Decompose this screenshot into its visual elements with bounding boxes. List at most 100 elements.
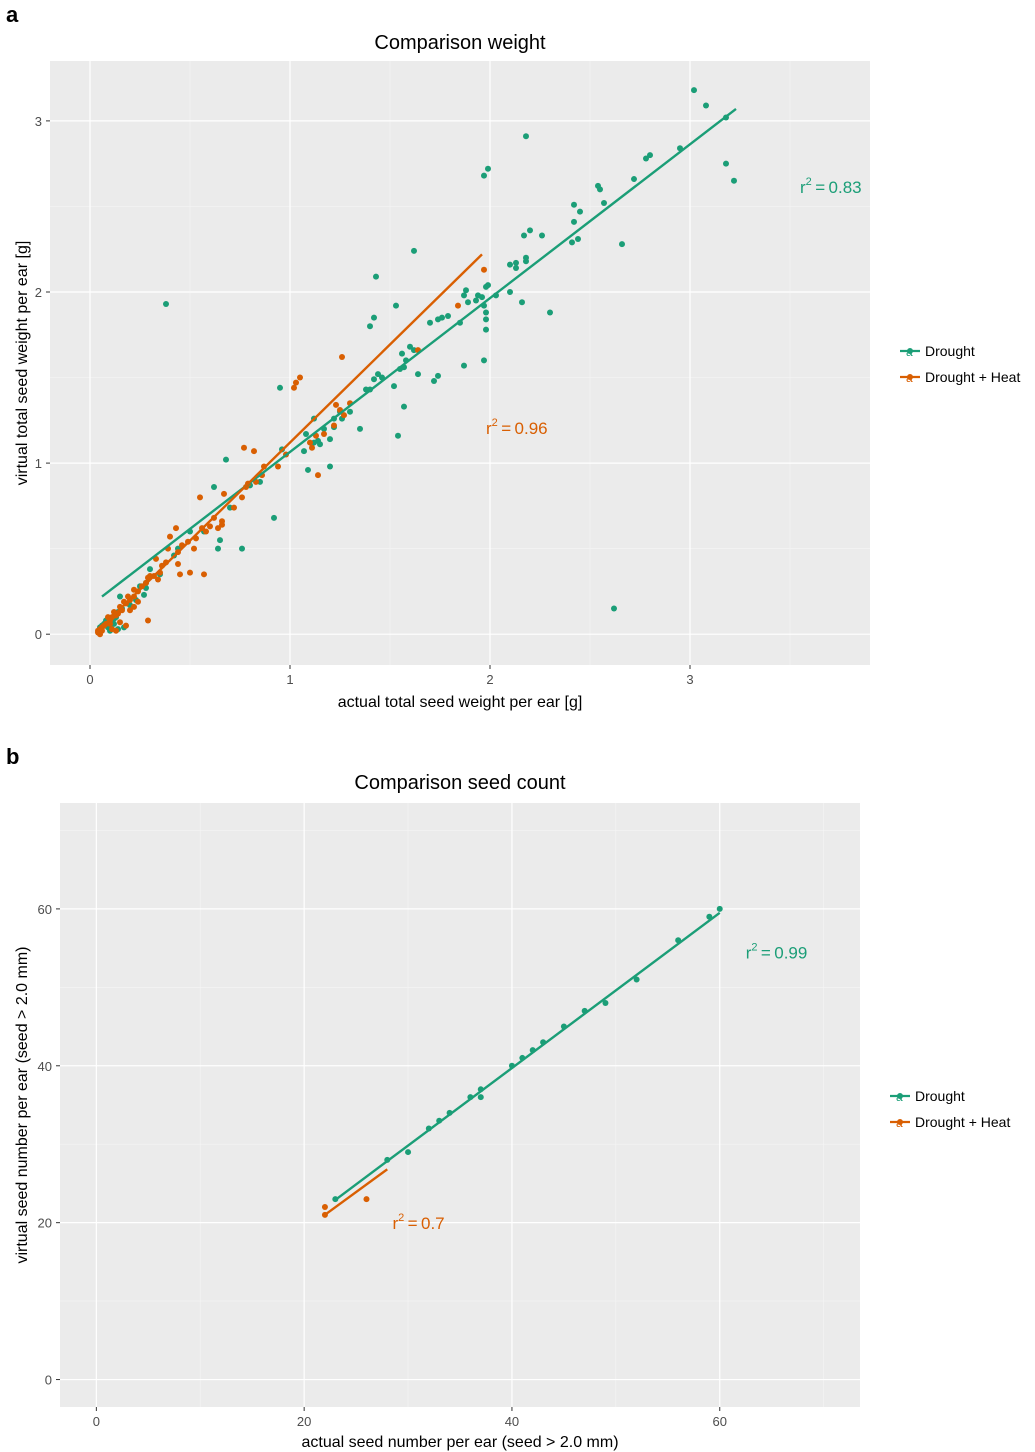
- x-tick-label: 1: [286, 672, 293, 687]
- legend-key-glyph: a: [906, 371, 913, 385]
- data-point: [215, 545, 221, 552]
- data-point: [633, 976, 640, 983]
- legend: a Drought a Drought + Heat: [900, 343, 1020, 385]
- data-point: [465, 299, 471, 306]
- plot-panel: [50, 61, 870, 665]
- data-point: [485, 165, 491, 172]
- y-tick-label: 1: [35, 456, 42, 471]
- data-point: [109, 626, 115, 633]
- legend-key-point: [897, 1119, 903, 1125]
- data-point: [373, 273, 379, 280]
- data-point: [135, 598, 141, 605]
- data-point: [507, 288, 513, 295]
- data-point: [523, 133, 529, 140]
- data-point: [239, 494, 245, 501]
- data-point: [571, 218, 577, 225]
- data-layer: [95, 87, 737, 638]
- data-point: [341, 412, 347, 419]
- data-point: [601, 200, 607, 207]
- data-point: [547, 309, 553, 316]
- data-point: [221, 490, 227, 497]
- legend: a Drought a Drought + Heat: [890, 1088, 1010, 1130]
- data-point: [435, 372, 441, 379]
- y-tick-label: 60: [38, 902, 52, 917]
- data-point: [123, 622, 129, 629]
- data-point: [217, 537, 223, 544]
- data-point: [481, 172, 487, 179]
- data-point: [251, 448, 257, 455]
- data-point: [309, 444, 315, 451]
- data-point: [521, 232, 527, 239]
- data-point: [347, 408, 353, 415]
- data-point: [155, 576, 161, 583]
- data-point: [523, 258, 529, 265]
- data-point: [577, 208, 583, 215]
- data-point: [207, 523, 213, 530]
- y-tick-label: 0: [45, 1373, 52, 1388]
- data-point: [483, 316, 489, 323]
- data-point: [731, 177, 737, 184]
- data-point: [539, 232, 545, 239]
- data-point: [595, 182, 601, 189]
- x-tick-label: 40: [505, 1414, 519, 1429]
- data-point: [611, 605, 617, 612]
- r2-annotation-drought: r2 = 0.99: [746, 941, 808, 962]
- legend-key-glyph: a: [896, 1116, 903, 1130]
- data-point: [145, 617, 151, 624]
- data-point: [191, 545, 197, 552]
- data-point: [177, 571, 183, 578]
- data-point: [339, 354, 345, 361]
- r2-annotation-drought-heat: r2 = 0.7: [392, 1212, 444, 1233]
- data-point: [317, 441, 323, 448]
- data-point: [477, 1094, 484, 1101]
- y-axis-label: virtual seed number per ear (seed > 2.0 …: [14, 946, 31, 1263]
- data-point: [307, 439, 313, 446]
- x-tick-label: 20: [297, 1414, 311, 1429]
- y-tick-label: 2: [35, 285, 42, 300]
- data-point: [519, 299, 525, 306]
- data-point: [211, 484, 217, 491]
- legend-key-point: [907, 348, 913, 354]
- legend-key-glyph: a: [896, 1090, 903, 1104]
- x-axis-label: actual total seed weight per ear [g]: [338, 694, 583, 711]
- data-point: [427, 319, 433, 326]
- data-point: [301, 448, 307, 455]
- data-point: [473, 297, 479, 304]
- data-point: [303, 431, 309, 438]
- data-point: [371, 314, 377, 321]
- data-point: [239, 545, 245, 552]
- data-point: [321, 1203, 328, 1210]
- data-point: [393, 302, 399, 309]
- data-point: [723, 160, 729, 167]
- data-point: [407, 343, 413, 350]
- x-tick-label: 2: [486, 672, 493, 687]
- data-point: [401, 403, 407, 410]
- x-tick-label: 0: [86, 672, 93, 687]
- data-point: [643, 155, 649, 162]
- y-tick-label: 40: [38, 1059, 52, 1074]
- data-point: [411, 247, 417, 254]
- data-point: [405, 1149, 412, 1156]
- data-point: [223, 456, 229, 463]
- panel-label-b: b: [6, 744, 20, 769]
- fit-line-drought: [101, 107, 737, 598]
- data-point: [375, 371, 381, 378]
- data-point: [575, 235, 581, 242]
- y-tick-label: 3: [35, 114, 42, 129]
- chart-title: Comparison weight: [374, 32, 546, 54]
- data-point: [483, 309, 489, 316]
- x-axis-label: actual seed number per ear (seed > 2.0 m…: [301, 1434, 618, 1451]
- data-point: [197, 494, 203, 501]
- data-point: [333, 401, 339, 408]
- data-point: [219, 518, 225, 525]
- data-point: [367, 323, 373, 330]
- y-tick-label: 0: [35, 627, 42, 642]
- data-layer: [321, 905, 723, 1218]
- data-point: [395, 432, 401, 439]
- data-point: [117, 593, 123, 600]
- data-point: [391, 383, 397, 390]
- data-point: [513, 265, 519, 272]
- data-point: [483, 326, 489, 333]
- legend-key-glyph: a: [906, 345, 913, 359]
